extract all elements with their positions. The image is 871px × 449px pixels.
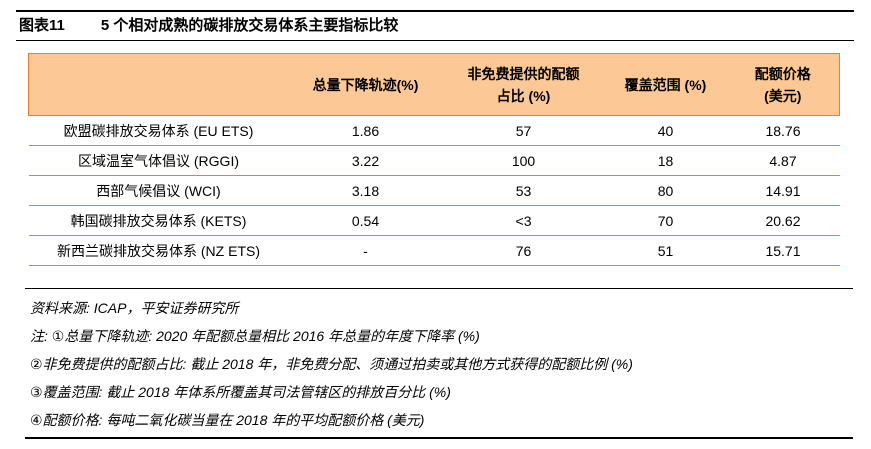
system-name-cell: 区域温室气体倡议 (RGGI) [28,145,289,176]
figure-title: 图表11 5 个相对成熟的碳排放交易体系主要指标比较 [19,16,854,35]
source-line: 资料来源: ICAP，平安证券研究所 [30,300,239,316]
ets-comparison-table: 总量下降轨迹(%) 非免费提供的配额 占比 (%) 覆盖范围 (%) 配额价格 … [28,53,840,266]
allowance-price-cell: 18.76 [726,115,840,146]
note-line-3: ③覆盖范围: 截止 2018 年体系所覆盖其司法管辖区的排放百分比 (%) [30,384,451,400]
column-header-allowance-price-line1: 配额价格 [754,65,811,82]
note-line-1: 注: ①总量下降轨迹: 2020 年配额总量相比 2016 年总量的年度下降率 … [30,328,480,344]
non-free-allowance-cell: 57 [442,115,605,146]
system-name-cell: 欧盟碳排放交易体系 (EU ETS) [28,115,289,146]
cap-trajectory-cell: 3.22 [288,145,443,176]
column-header-allowance-price-line2: (美元) [764,87,802,104]
table-row: 韩国碳排放交易体系 (KETS) 0.54 <3 70 20.62 [28,205,840,236]
cap-trajectory-cell: - [288,235,443,266]
table-row: 区域温室气体倡议 (RGGI) 3.22 100 18 4.87 [28,145,840,176]
figure-footer: 资料来源: ICAP，平安证券研究所 注: ①总量下降轨迹: 2020 年配额总… [25,288,853,439]
table-row: 欧盟碳排放交易体系 (EU ETS) 1.86 57 40 18.76 [28,115,840,146]
coverage-cell: 40 [604,115,727,146]
cap-trajectory-cell: 3.18 [288,175,443,206]
cap-trajectory-cell: 1.86 [288,115,443,146]
figure-title-block: 图表11 5 个相对成熟的碳排放交易体系主要指标比较 [16,10,854,41]
system-name-cell: 韩国碳排放交易体系 (KETS) [28,205,289,236]
note-line-2: ②非免费提供的配额占比: 截止 2018 年，非免费分配、须通过拍卖或其他方式获… [30,356,633,372]
allowance-price-cell: 14.91 [726,175,840,206]
non-free-allowance-cell: 53 [442,175,605,206]
coverage-cell: 80 [604,175,727,206]
allowance-price-cell: 20.62 [726,205,840,236]
table-row: 新西兰碳排放交易体系 (NZ ETS) - 76 51 15.71 [28,235,840,266]
column-header-non-free-allowance: 非免费提供的配额 占比 (%) [442,53,605,116]
column-header-cap-trajectory: 总量下降轨迹(%) [288,53,443,116]
column-header-non-free-allowance-line2: 占比 (%) [496,87,551,104]
figure-title-text: 5 个相对成熟的碳排放交易体系主要指标比较 [100,17,399,34]
note-line-4: ④配额价格: 每吨二氧化碳当量在 2018 年的平均配额价格 (美元) [30,412,425,428]
figure-tag: 图表11 [19,17,65,34]
column-header-system [28,53,289,116]
table-header-row: 总量下降轨迹(%) 非免费提供的配额 占比 (%) 覆盖范围 (%) 配额价格 … [28,53,840,116]
allowance-price-cell: 4.87 [726,145,840,176]
column-header-coverage: 覆盖范围 (%) [604,53,727,116]
coverage-cell: 51 [604,235,727,266]
table-row: 西部气候倡议 (WCI) 3.18 53 80 14.91 [28,175,840,206]
non-free-allowance-cell: <3 [442,205,605,236]
non-free-allowance-cell: 100 [442,145,605,176]
system-name-cell: 新西兰碳排放交易体系 (NZ ETS) [28,235,289,266]
coverage-cell: 70 [604,205,727,236]
column-header-non-free-allowance-line1: 非免费提供的配额 [467,65,580,82]
non-free-allowance-cell: 76 [442,235,605,266]
coverage-cell: 18 [604,145,727,176]
cap-trajectory-cell: 0.54 [288,205,443,236]
system-name-cell: 西部气候倡议 (WCI) [28,175,289,206]
allowance-price-cell: 15.71 [726,235,840,266]
column-header-allowance-price: 配额价格 (美元) [726,53,840,116]
